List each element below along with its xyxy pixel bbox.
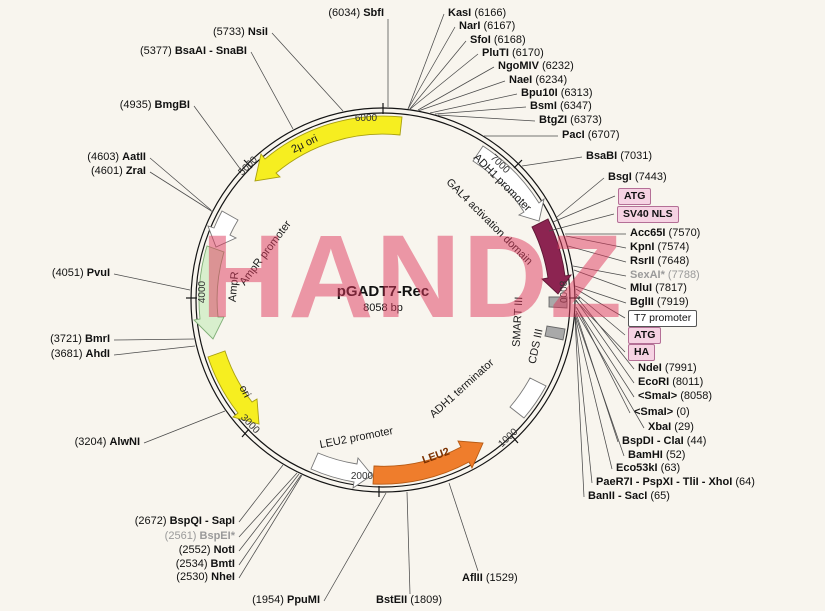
tick-label-6000: 6000 (355, 113, 378, 124)
tick-marks (186, 103, 580, 497)
enzyme-label-nari[interactable]: NarI (6167) (459, 20, 516, 32)
enzyme-label-sexai[interactable]: SexAI* (7788) (630, 269, 700, 281)
plasmid-size: 8058 bp (363, 302, 403, 314)
enzyme-label-bpu10i[interactable]: Bpu10I (6313) (521, 87, 593, 99)
feature-ampr-promoter[interactable] (207, 210, 239, 248)
enzyme-label-ndei[interactable]: NdeI (7991) (638, 362, 697, 374)
enzyme-label-nsii[interactable]: (5733) NsiI (212, 26, 268, 38)
feature-leu2[interactable] (372, 440, 484, 485)
tag-atg-ha[interactable]: ATG (628, 327, 662, 344)
enzyme-label-ahdi[interactable]: (3681) AhdI (50, 348, 110, 360)
enzyme-label-bamhi[interactable]: BamHI (52) (628, 449, 686, 461)
enzyme-label-aflii[interactable]: AflII (1529) (462, 572, 518, 584)
tag-t7-promoter[interactable]: T7 promoter (628, 310, 698, 327)
label-cds-iii[interactable]: CDS III (527, 328, 546, 365)
feature-gal4-activation-domain[interactable] (531, 218, 572, 295)
enzyme-label-ngomiv[interactable]: NgoMIV (6232) (498, 60, 574, 72)
tick-label-8000: 8000 (557, 281, 568, 304)
enzyme-label-kpni[interactable]: KpnI (7574) (630, 241, 690, 253)
enzyme-label-bsabi[interactable]: BsaBI (7031) (586, 150, 653, 162)
tag-atg-sv40[interactable]: ATG (618, 188, 652, 205)
feature-2u-ori[interactable] (254, 115, 403, 182)
enzyme-label-rsrii[interactable]: RsrII (7648) (630, 255, 690, 267)
enzyme-label-kasi[interactable]: KasI (6166) (448, 7, 507, 19)
label-ori[interactable]: ori (236, 383, 252, 399)
enzyme-label-acc65i[interactable]: Acc65I (7570) (630, 227, 701, 239)
enzyme-label-bspdi-clai[interactable]: BspDI - ClaI (44) (622, 435, 707, 447)
enzyme-label-ppumi[interactable]: (1954) PpuMI (252, 594, 320, 606)
enzyme-label-bsgi[interactable]: BsgI (7443) (608, 171, 667, 183)
enzyme-label-smai-0[interactable]: <SmaI> (0) (634, 406, 690, 418)
feature-ampr[interactable] (193, 245, 225, 340)
plasmid-title-block: pGADT7-Rec 8058 bp (303, 283, 463, 314)
enzyme-label-xbai[interactable]: XbaI (29) (648, 421, 694, 433)
enzyme-label-bsmi[interactable]: BsmI (6347) (530, 100, 592, 112)
enzyme-label-smai-8058[interactable]: <SmaI> (8058) (638, 390, 712, 402)
enzyme-label-naei[interactable]: NaeI (6234) (509, 74, 568, 86)
enzyme-label-pvui[interactable]: (4051) PvuI (51, 267, 110, 279)
enzyme-label-sbfi[interactable]: (6034) SbfI (328, 7, 384, 19)
enzyme-label-bsaai-snabi[interactable]: (5377) BsaAI - SnaBI (140, 45, 247, 57)
enzyme-label-bspqi-sapi[interactable]: (2672) BspQI - SapI (134, 515, 235, 527)
tag-sv40-nls[interactable]: SV40 NLS (617, 206, 679, 223)
feature-cds-iii[interactable] (544, 325, 566, 341)
enzyme-label-pluti[interactable]: PluTI (6170) (482, 47, 544, 59)
enzyme-label-paer7i-pspxi-tlii-xhoi[interactable]: PaeR7I - PspXI - TliI - XhoI (64) (596, 476, 755, 488)
tag-ha[interactable]: HA (628, 344, 656, 361)
label-adh1-terminator[interactable]: ADH1 terminator (428, 357, 497, 421)
enzyme-label-noti[interactable]: (2552) NotI (178, 544, 235, 556)
enzyme-label-eco53ki[interactable]: Eco53kI (63) (616, 462, 681, 474)
enzyme-label-sfoi[interactable]: SfoI (6168) (470, 34, 526, 46)
enzyme-label-paci[interactable]: PacI (6707) (562, 129, 620, 141)
enzyme-label-btgzi[interactable]: BtgZI (6373) (539, 114, 602, 126)
enzyme-label-ecori[interactable]: EcoRI (8011) (638, 376, 704, 388)
feature-ori[interactable] (207, 350, 260, 425)
label-leu2-promoter[interactable]: LEU2 promoter (319, 425, 395, 451)
enzyme-label-banii-saci[interactable]: BanII - SacI (65) (588, 490, 670, 502)
label-smart-iii[interactable]: SMART III (511, 296, 526, 347)
plasmid-name: pGADT7-Rec (336, 283, 430, 300)
enzyme-label-bmgbi[interactable]: (4935) BmgBI (119, 99, 190, 111)
enzyme-label-aatii[interactable]: (4603) AatII (87, 151, 146, 163)
enzyme-label-bmti[interactable]: (2534) BmtI (175, 558, 235, 570)
enzyme-label-bmri[interactable]: (3721) BmrI (50, 333, 110, 345)
label-ampr[interactable]: AmpR (227, 271, 242, 303)
enzyme-label-bglii[interactable]: BglII (7919) (630, 296, 689, 308)
tick-label-4000: 4000 (197, 280, 208, 303)
enzyme-label-zrai[interactable]: (4601) ZraI (90, 165, 146, 177)
feature-smart-iii[interactable] (548, 296, 568, 309)
feature-adh1-terminator[interactable] (509, 377, 547, 419)
leader-lines (113, 13, 645, 602)
enzyme-label-alwni[interactable]: (3204) AlwNI (74, 436, 140, 448)
label-ampr-promoter[interactable]: AmpR promoter (237, 218, 294, 287)
enzyme-label-bspei[interactable]: (2561) BspEI* (164, 530, 235, 542)
feature-adh1-promoter[interactable] (472, 145, 545, 222)
enzyme-label-bsteii[interactable]: BstEII (1809) (376, 594, 443, 606)
enzyme-label-nhei[interactable]: (2530) NheI (176, 571, 235, 583)
tick-label-2000: 2000 (351, 471, 374, 482)
enzyme-label-mlui[interactable]: MluI (7817) (630, 282, 687, 294)
feature-leu2-promoter[interactable] (310, 452, 373, 489)
